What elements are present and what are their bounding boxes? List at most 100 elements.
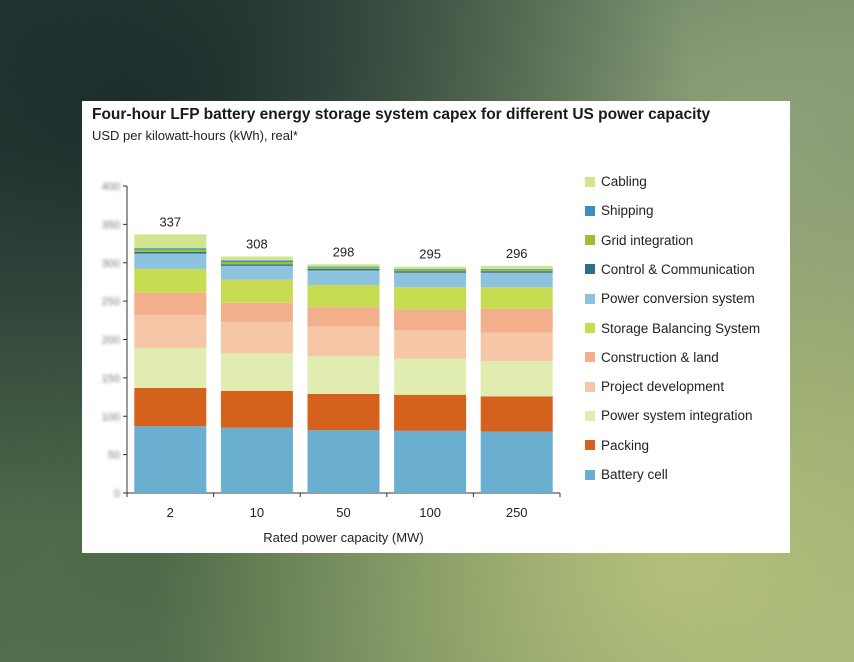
bar-segment-control-communication xyxy=(134,252,207,254)
bar-segment-power-system-integration xyxy=(134,347,207,388)
bar-segment-battery-cell xyxy=(220,427,293,493)
chart-legend: Cabling Shipping Grid integration Control &… xyxy=(585,174,785,484)
legend-swatch xyxy=(585,235,595,246)
bar-segment-control-communication xyxy=(220,264,293,266)
legend-item: Power system integration xyxy=(585,408,753,423)
legend-item: Shipping xyxy=(585,203,654,218)
x-tick-label: 100 xyxy=(419,505,441,520)
bar-segment-grid-integration xyxy=(307,267,380,269)
bar-segment-cabling xyxy=(220,256,293,261)
bar-segment-grid-integration xyxy=(220,261,293,265)
y-tick-label: 350 xyxy=(102,219,120,231)
legend-swatch xyxy=(585,381,595,392)
bar-segment-project-development xyxy=(134,314,207,348)
bar-total-label: 308 xyxy=(246,237,268,252)
legend-swatch xyxy=(585,264,595,275)
bar-segment-construction-land xyxy=(394,309,467,331)
bar-segment-power-conversion-system xyxy=(220,265,293,280)
legend-swatch xyxy=(585,323,595,333)
bar-segment-packing xyxy=(220,390,293,428)
y-tick-label: 50 xyxy=(108,450,120,462)
bar-segment-power-system-integration xyxy=(394,358,467,395)
y-tick-label: 150 xyxy=(102,373,120,385)
legend-swatch xyxy=(585,410,595,421)
bar-segment-storage-balancing-system xyxy=(394,287,467,310)
chart-panel: Four-hour LFP battery energy storage sys… xyxy=(82,101,790,553)
bar-total-label: 337 xyxy=(159,214,181,229)
legend-label: Project development xyxy=(601,379,725,395)
legend-label: Packing xyxy=(601,437,650,453)
legend-label: Shipping xyxy=(601,203,654,219)
legend-label: Grid integration xyxy=(601,232,694,248)
bar-segment-cabling xyxy=(134,234,207,249)
y-tick-label: 100 xyxy=(102,411,120,423)
legend-swatch xyxy=(585,205,595,216)
legend-label: Storage Balancing System xyxy=(601,320,761,336)
bar-segment-construction-land xyxy=(307,307,380,327)
legend-item: Control & Communication xyxy=(585,262,755,277)
bar-total-label: 298 xyxy=(333,244,355,259)
bar-segment-shipping xyxy=(394,268,467,270)
bar-total-label: 295 xyxy=(419,247,441,262)
legend-swatch xyxy=(585,469,595,480)
stacked-bar-chart: 0 50 100 150 200 250 300 350 400 337 2 308 10 298 50 29… xyxy=(102,181,561,545)
bar-segment-shipping xyxy=(134,248,207,250)
legend-label: Power system integration xyxy=(601,408,753,424)
bar-segment-control-communication xyxy=(480,271,553,273)
y-tick-label: 250 xyxy=(102,296,120,308)
bar-segment-cabling xyxy=(307,264,380,267)
legend-swatch xyxy=(585,293,595,304)
bar-segment-construction-land xyxy=(134,292,207,315)
legend-item: Project development xyxy=(585,379,724,394)
bar-segment-packing xyxy=(307,393,380,431)
bar-segment-cabling xyxy=(480,265,553,269)
bar-segment-power-conversion-system xyxy=(394,272,467,288)
bar-segment-project-development xyxy=(307,326,380,357)
x-tick-label: 2 xyxy=(167,505,174,520)
chart-subtitle: USD per kilowatt-hours (kWh), real* xyxy=(92,128,298,143)
bar-segment-construction-land xyxy=(480,308,553,333)
bar-segment-shipping xyxy=(307,266,380,268)
bar-segment-power-conversion-system xyxy=(307,270,380,286)
bar-segment-battery-cell xyxy=(394,430,467,493)
legend-item: Power conversion system xyxy=(585,291,755,306)
legend-label: Power conversion system xyxy=(601,291,755,307)
legend-swatch xyxy=(585,440,595,451)
bar-segment-construction-land xyxy=(220,302,293,322)
legend-label: Construction & land xyxy=(601,349,719,365)
bar-segment-power-system-integration xyxy=(480,360,553,397)
bar-segment-storage-balancing-system xyxy=(480,287,553,309)
bar-segment-project-development xyxy=(480,332,553,361)
bar-segment-storage-balancing-system xyxy=(307,285,380,308)
y-tick-label: 400 xyxy=(102,181,120,193)
y-tick-label: 300 xyxy=(102,258,120,270)
legend-item: Packing xyxy=(585,438,649,453)
bar-segment-storage-balancing-system xyxy=(220,279,293,303)
bar-segment-shipping xyxy=(220,260,293,262)
bar-segment-battery-cell xyxy=(134,426,207,493)
legend-item: Grid integration xyxy=(585,233,693,248)
bar-segment-cabling xyxy=(394,266,467,269)
legend-item: Battery cell xyxy=(585,467,668,482)
legend-item: Construction & land xyxy=(585,350,719,365)
x-tick-label: 50 xyxy=(336,505,350,520)
x-tick-label: 10 xyxy=(250,505,264,520)
bar-segment-packing xyxy=(394,394,467,431)
bar-segment-power-system-integration xyxy=(307,356,380,394)
bar-segment-shipping xyxy=(480,268,553,270)
y-tick-label: 200 xyxy=(102,335,120,347)
bar-segment-project-development xyxy=(394,330,467,359)
chart-title: Four-hour LFP battery energy storage sys… xyxy=(92,106,711,123)
bar-segment-power-conversion-system xyxy=(134,253,207,269)
legend-swatch xyxy=(585,352,595,363)
bar-segment-grid-integration xyxy=(394,269,467,272)
legend-label: Battery cell xyxy=(601,467,668,482)
bar-total-label: 296 xyxy=(506,246,528,261)
legend-label: Cabling xyxy=(601,174,647,189)
bar-segment-battery-cell xyxy=(480,431,553,493)
bar-segment-control-communication xyxy=(307,268,380,271)
bar-segment-packing xyxy=(480,396,553,432)
bar-segment-grid-integration xyxy=(480,269,553,272)
legend-label: Control & Communication xyxy=(601,261,755,277)
legend-item: Cabling xyxy=(585,174,647,189)
